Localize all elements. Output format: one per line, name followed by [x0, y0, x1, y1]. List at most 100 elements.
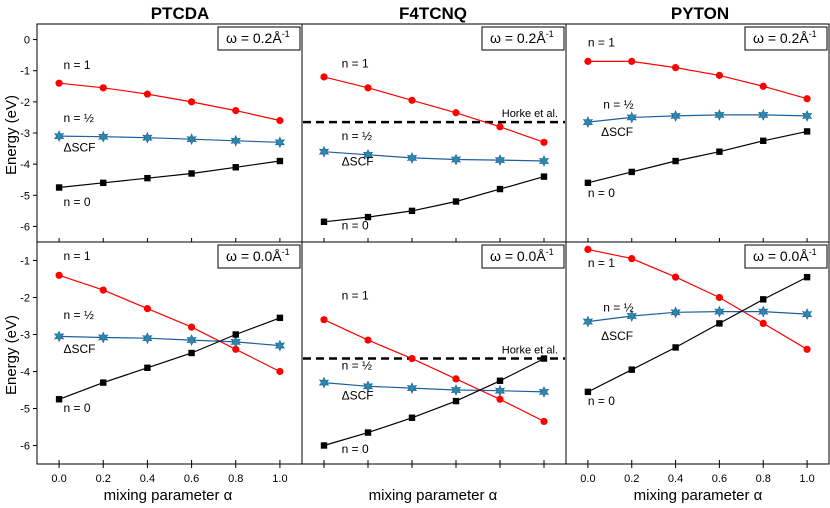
data-point: [320, 442, 328, 449]
series-annotation: n = 0: [342, 219, 369, 233]
data-point: [55, 184, 63, 191]
data-point: [364, 336, 372, 344]
omega-box: [744, 26, 828, 51]
x-tick-label: 0.0: [51, 473, 66, 485]
data-point: [671, 273, 680, 281]
data-point: [143, 90, 152, 98]
data-point: [538, 155, 550, 167]
data-point: [626, 111, 637, 124]
omega-box: [481, 26, 565, 51]
data-point: [364, 213, 372, 221]
series-line: [587, 311, 808, 323]
series-line: [587, 130, 808, 184]
data-point: [760, 296, 767, 303]
data-point: [715, 293, 724, 302]
series-annotation: ΔSCF: [601, 329, 633, 343]
series-line: [587, 276, 808, 393]
data-point: [55, 396, 63, 403]
data-point: [584, 57, 592, 65]
data-point: [582, 116, 594, 129]
y-tick-label: -4: [20, 159, 30, 171]
data-point: [362, 148, 374, 161]
data-point: [186, 133, 197, 146]
series-line: [587, 248, 808, 350]
data-point: [320, 218, 328, 225]
series-line: [323, 151, 545, 162]
data-point: [452, 375, 460, 383]
data-point: [803, 345, 811, 353]
data-point: [144, 364, 151, 371]
data-point: [274, 339, 286, 352]
data-point: [671, 64, 680, 72]
omega-label: ω = 0.0Å-1: [490, 247, 554, 264]
plot-frame: [565, 241, 830, 465]
data-point: [540, 173, 548, 180]
y-tick-label: -3: [20, 330, 30, 342]
series-annotation: n = 0: [64, 401, 91, 415]
series-line: [323, 382, 545, 393]
column-title-f4tcnq: F4TCNQ: [399, 4, 467, 23]
data-point: [584, 245, 592, 253]
data-point: [142, 332, 153, 345]
data-point: [98, 331, 109, 344]
data-point: [232, 345, 240, 353]
series-annotation: n = ½: [342, 359, 372, 373]
series-annotation: ΔSCF: [601, 125, 633, 139]
data-point: [672, 157, 679, 165]
data-point: [538, 385, 550, 398]
series-line: [59, 335, 280, 347]
data-point: [801, 308, 813, 321]
series-line: [323, 76, 545, 143]
x-tick-label: 0.4: [140, 473, 155, 485]
data-point: [496, 185, 504, 193]
column-title-ptcda: PTCDA: [151, 4, 210, 23]
data-point: [188, 349, 195, 357]
series-annotation: n = 0: [64, 195, 91, 209]
data-point: [670, 306, 681, 319]
data-point: [672, 344, 679, 351]
series-annotation: n = 0: [588, 394, 615, 408]
data-point: [626, 310, 637, 322]
data-point: [100, 179, 107, 187]
data-point: [230, 134, 241, 147]
data-point: [628, 255, 636, 263]
data-point: [320, 73, 328, 81]
data-point: [496, 123, 504, 131]
series-annotation: n = ½: [342, 129, 372, 143]
series-line: [587, 60, 808, 100]
data-point: [716, 148, 723, 155]
data-point: [760, 137, 767, 144]
x-tick-label: 1.0: [799, 473, 814, 485]
data-point: [274, 136, 286, 149]
y-tick-label: -6: [20, 441, 30, 453]
data-point: [276, 314, 284, 322]
data-point: [318, 145, 330, 158]
data-point: [364, 84, 372, 92]
series-annotation: n = ½: [603, 301, 633, 315]
data-point: [320, 316, 328, 324]
omega-label: ω = 0.0Å-1: [226, 247, 290, 264]
data-point: [364, 429, 372, 436]
series-annotation: n = 1: [64, 249, 91, 263]
y-axis-label-top: Energy (eV): [3, 95, 20, 175]
data-point: [584, 179, 592, 187]
data-point: [362, 380, 374, 393]
data-point: [758, 108, 769, 121]
data-point: [318, 376, 330, 389]
series-annotation: ΔSCF: [342, 155, 374, 169]
x-tick-label: 1.0: [272, 473, 287, 485]
series-line: [323, 358, 545, 447]
y-tick-label: -6: [20, 221, 30, 233]
data-point: [408, 414, 416, 421]
data-point: [496, 395, 504, 403]
x-tick-label: 0.4: [668, 473, 683, 485]
series-line: [58, 317, 281, 400]
y-tick-label: -1: [20, 66, 30, 78]
data-point: [450, 384, 462, 396]
data-point: [232, 106, 240, 115]
omega-box: [481, 244, 565, 269]
x-tick-label: 0.0: [580, 473, 595, 485]
x-tick-label: 0.8: [228, 473, 243, 485]
data-point: [801, 109, 813, 122]
column-title-pyton: PYTON: [671, 4, 729, 23]
